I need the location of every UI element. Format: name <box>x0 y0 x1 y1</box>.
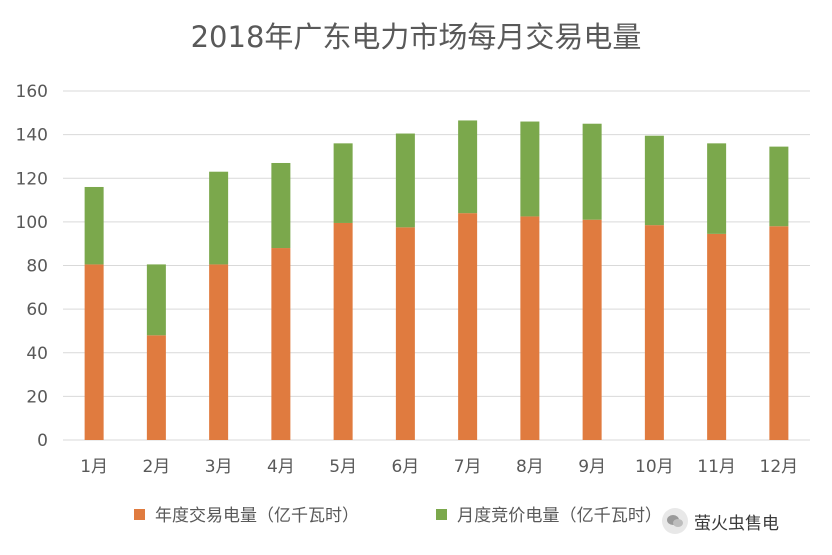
bar-monthly-12 <box>769 146 789 227</box>
bar-annual-6 <box>395 227 415 440</box>
x-tick-label: 1月 <box>80 457 108 477</box>
x-tick-label: 10月 <box>635 457 674 477</box>
bar-monthly-11 <box>707 143 727 234</box>
legend: 年度交易电量（亿千瓦时） 月度竞价电量（亿千瓦时） <box>134 506 662 526</box>
x-tick-label: 8月 <box>516 457 544 477</box>
bar-monthly-2 <box>146 264 166 336</box>
bar-monthly-1 <box>84 186 104 265</box>
bar-monthly-5 <box>333 143 353 223</box>
y-tick-label: 60 <box>26 300 48 320</box>
bar-monthly-8 <box>520 121 540 217</box>
y-tick-label: 100 <box>16 213 48 233</box>
legend-label-monthly: 月度竞价电量（亿千瓦时） <box>457 506 662 526</box>
y-axis-ticks: 0 20 40 60 80 100 120 140 160 <box>16 82 48 451</box>
y-tick-label: 40 <box>26 344 48 364</box>
bar-monthly-7 <box>458 120 478 214</box>
x-tick-label: 4月 <box>267 457 295 477</box>
bar-annual-3 <box>209 264 229 440</box>
bar-monthly-6 <box>395 133 415 228</box>
y-tick-label: 120 <box>16 169 48 189</box>
bar-annual-8 <box>520 216 540 440</box>
bar-annual-1 <box>84 264 104 440</box>
x-tick-label: 7月 <box>454 457 482 477</box>
bar-annual-7 <box>458 213 478 440</box>
x-tick-label: 11月 <box>697 457 736 477</box>
x-axis-ticks: 1月 2月 3月 4月 5月 6月 7月 8月 9月 10月 11月 12月 <box>80 457 798 477</box>
y-tick-label: 140 <box>16 126 48 146</box>
x-tick-label: 3月 <box>205 457 233 477</box>
bar-monthly-10 <box>644 135 664 226</box>
x-tick-label: 9月 <box>578 457 606 477</box>
bar-annual-9 <box>582 219 602 440</box>
bar-annual-12 <box>769 226 789 440</box>
bar-annual-4 <box>271 248 291 440</box>
x-tick-label: 5月 <box>329 457 357 477</box>
bar-annual-2 <box>146 335 166 440</box>
x-tick-label: 2月 <box>142 457 170 477</box>
bar-monthly-4 <box>271 162 291 249</box>
legend-label-annual: 年度交易电量（亿千瓦时） <box>155 506 359 526</box>
bar-annual-10 <box>644 225 664 440</box>
bars <box>84 120 789 440</box>
wechat-icon <box>662 508 688 534</box>
y-tick-label: 160 <box>16 82 48 102</box>
watermark-text: 萤火虫售电 <box>694 513 779 534</box>
legend-swatch-monthly <box>436 509 447 520</box>
x-tick-label: 6月 <box>391 457 419 477</box>
bar-monthly-9 <box>582 123 602 220</box>
y-tick-label: 20 <box>26 387 48 407</box>
bar-annual-5 <box>333 222 353 440</box>
y-tick-label: 0 <box>37 431 48 451</box>
x-tick-label: 12月 <box>760 457 799 477</box>
gridlines <box>63 90 810 441</box>
chart-title: 2018年广东电力市场每月交易电量 <box>191 20 642 54</box>
watermark: 萤火虫售电 <box>662 508 779 534</box>
legend-swatch-annual <box>134 509 145 520</box>
y-tick-label: 80 <box>26 257 48 277</box>
bar-annual-11 <box>707 233 727 440</box>
bar-monthly-3 <box>209 171 229 265</box>
